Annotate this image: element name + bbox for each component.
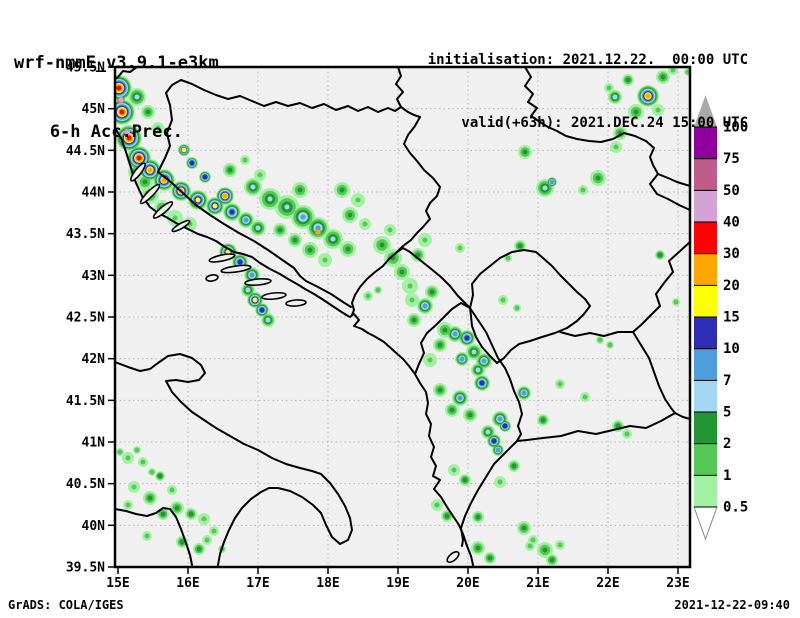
colorbar-segment (694, 475, 717, 508)
y-tick-label: 40N (82, 519, 106, 534)
coastlines-and-borders (116, 68, 689, 566)
colorbar-level-label: 15 (723, 310, 740, 326)
grads-credit: GrADS: COLA/IGES (8, 598, 124, 612)
colorbar-level-label: 20 (723, 278, 740, 294)
colorbar-segment (694, 380, 717, 413)
x-tick-label: 22E (596, 576, 619, 591)
colorbar: 0.5 1 2 5 7 10 15 20 30 40 50 75 100 (693, 95, 748, 541)
creation-timestamp: 2021-12-22-09:40 (674, 598, 790, 612)
precipitation-layer (116, 68, 689, 566)
colorbar-above-max-arrow (694, 95, 717, 127)
colorbar-level-label: 7 (723, 373, 731, 389)
colorbar-level-label: 1 (723, 468, 731, 484)
y-tick-label: 40.5N (66, 477, 105, 492)
y-tick-label: 39.5N (66, 561, 105, 576)
colorbar-level-label: 40 (723, 215, 740, 231)
colorbar-level-label: 10 (723, 341, 740, 357)
colorbar-top-label: 100 (723, 120, 748, 136)
y-tick-label: 42N (82, 352, 106, 367)
colorbar-segment (694, 285, 717, 318)
adriatic-islands (130, 162, 460, 564)
y-tick-label: 41N (82, 436, 106, 451)
x-tick-label: 23E (666, 576, 689, 591)
x-tick-label: 19E (386, 576, 409, 591)
y-tick-label: 43N (82, 269, 106, 284)
initialisation-label: initialisation: 2021.12.22. 00:00 UTC (427, 52, 748, 68)
y-tick-label: 44.5N (66, 144, 105, 159)
y-axis-latitude: 45.5N 45N 44.5N 44N 43.5N 43N 42.5N 42N 41.5N 41N… (66, 61, 115, 576)
x-tick-label: 16E (176, 576, 199, 591)
colorbar-segment (694, 190, 717, 223)
colorbar-segment (694, 348, 717, 381)
colorbar-segment (694, 222, 717, 255)
run-info-block: initialisation: 2021.12.22. 00:00 UTC va… (428, 8, 748, 155)
colorbar-level-label: 30 (723, 246, 740, 262)
model-title: wrf-nmmE_v3.9.1-e3km (14, 52, 219, 73)
colorbar-level-label: 50 (723, 183, 740, 199)
colorbar-level-label: 2 (723, 436, 731, 452)
colorbar-segment (694, 412, 717, 445)
y-tick-label: 44N (82, 186, 106, 201)
x-tick-label: 15E (106, 576, 129, 591)
colorbar-segment (694, 158, 717, 191)
x-axis-longitude: 15E 16E 17E 18E 19E 20E 21E 22E 23E (106, 567, 690, 591)
colorbar-level-label: 5 (723, 405, 731, 421)
colorbar-segment (694, 443, 717, 476)
colorbar-segment (694, 317, 717, 350)
product-title: 6-h Acc.Prec. (49, 121, 183, 142)
x-tick-label: 20E (456, 576, 479, 591)
colorbar-segment (694, 127, 717, 160)
valid-time-label: valid(+63h): 2021.DEC.24 15:00 UTC (461, 115, 748, 131)
y-tick-label: 41.5N (66, 394, 105, 409)
title-block: wrf-nmmE_v3.9.1-e3km 6-h Acc.Prec. (14, 6, 219, 167)
y-tick-label: 45N (82, 102, 106, 117)
colorbar-below-min-arrow (693, 506, 718, 541)
x-tick-label: 21E (526, 576, 549, 591)
x-tick-label: 18E (316, 576, 339, 591)
x-tick-label: 17E (246, 576, 269, 591)
colorbar-level-label: 75 (723, 151, 740, 167)
y-tick-label: 43.5N (66, 227, 105, 242)
colorbar-level-label: 0.5 (723, 500, 748, 516)
colorbar-segment (694, 253, 717, 286)
y-tick-label: 42.5N (66, 311, 105, 326)
y-tick-label: 45.5N (66, 61, 105, 76)
